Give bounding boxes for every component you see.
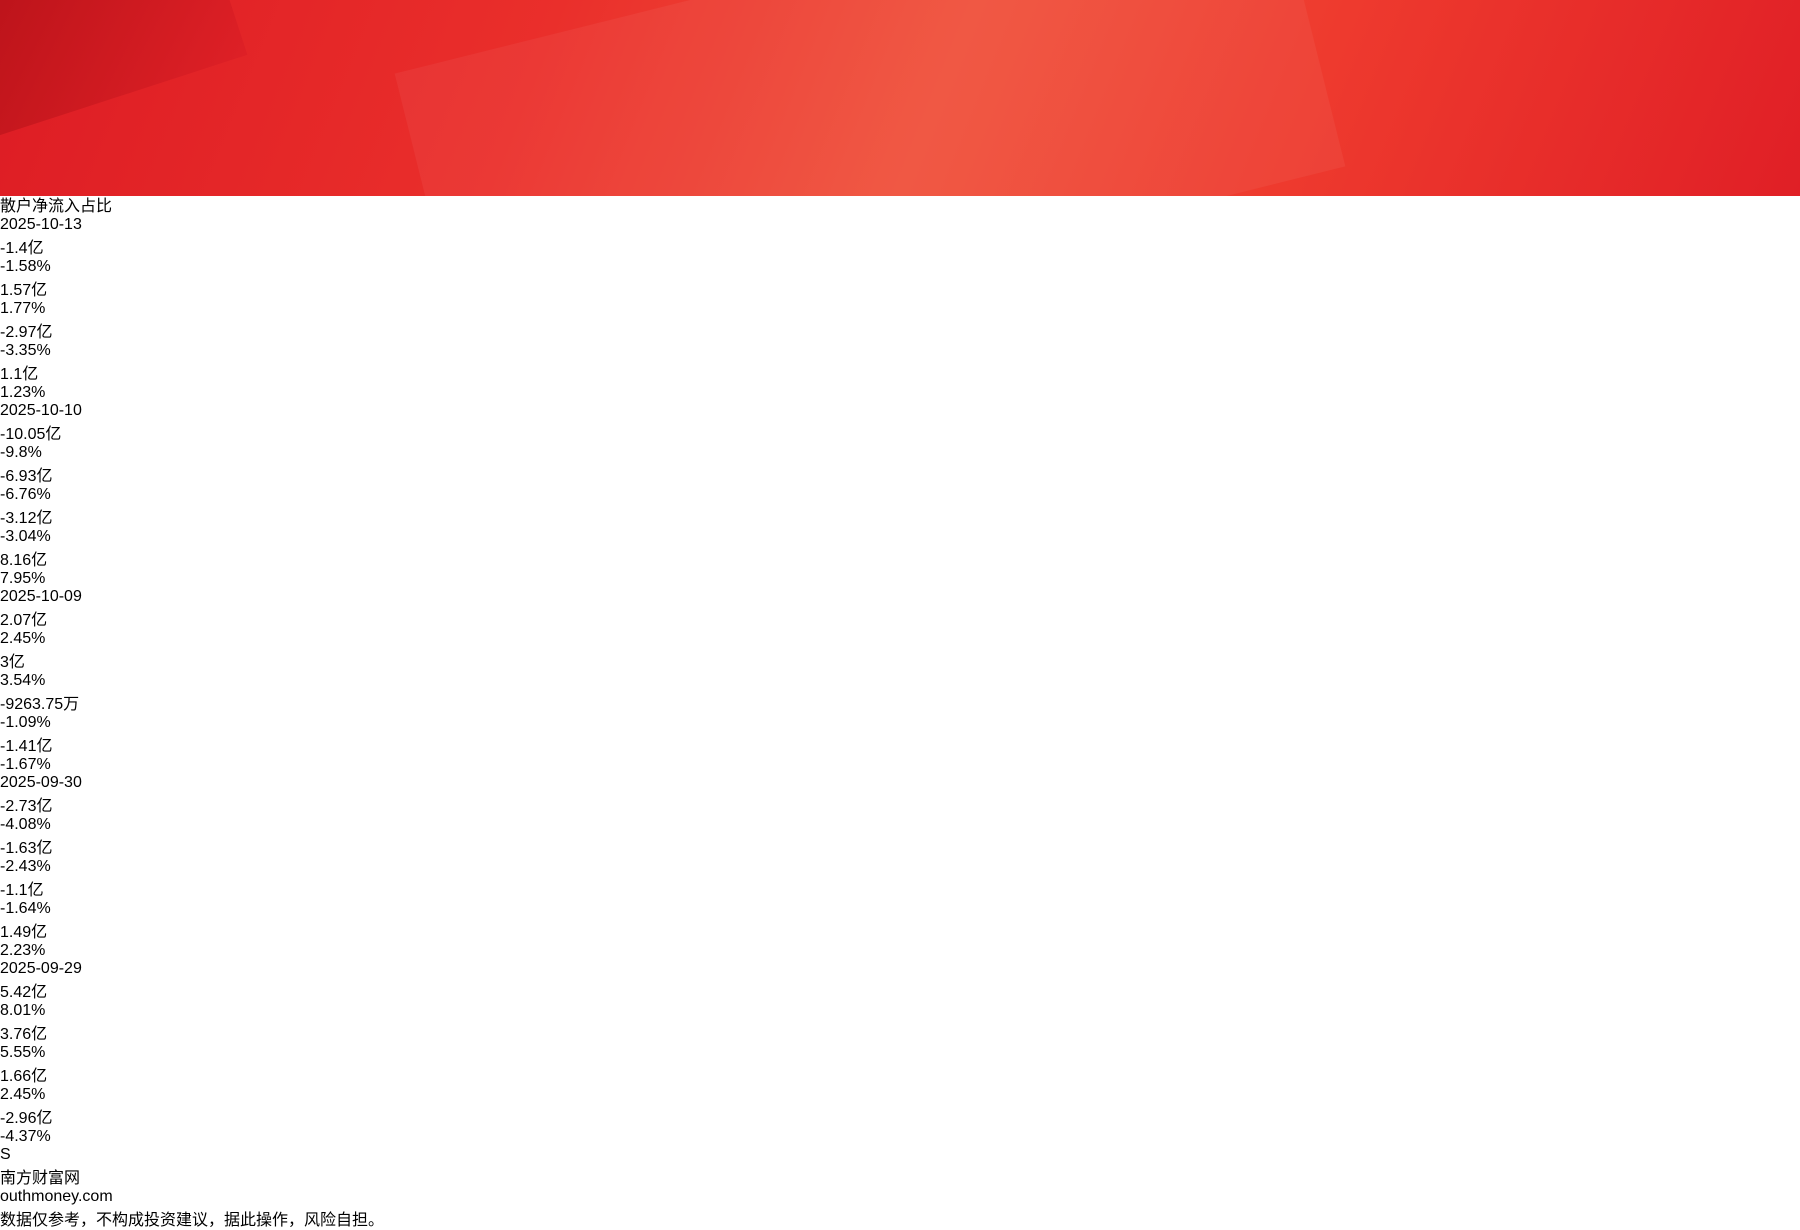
value-cell: 1.23% [0, 384, 46, 401]
value-cell: -2.97亿 [0, 324, 53, 341]
value-cell: 3亿 [0, 654, 25, 671]
value-cell: 2.45% [0, 1086, 46, 1103]
value-cell: 8.01% [0, 1002, 46, 1019]
value-cell: -1.63亿 [0, 840, 53, 857]
value-cell: 5.55% [0, 1044, 46, 1061]
value-cell: -1.1亿 [0, 882, 44, 899]
date-cell: 2025-09-30 [0, 774, 82, 791]
table-row: 2025-10-09 2.07亿 2.45% 3亿 3.54% -9263.75万 -1.0… [0, 588, 1800, 774]
value-cell: -4.08% [0, 816, 51, 833]
value-cell: 3.76亿 [0, 1026, 48, 1043]
value-cell: 2.23% [0, 942, 46, 959]
value-cell: 7.95% [0, 570, 46, 587]
value-cell: -1.64% [0, 900, 51, 917]
value-cell: 1.66亿 [0, 1068, 48, 1085]
value-cell: -1.09% [0, 714, 51, 731]
value-cell: 2.07亿 [0, 612, 48, 629]
disclaimer-text: 数据仅参考，不构成投资建议，据此操作，风险自担。 [0, 1212, 385, 1229]
value-cell: 1.57亿 [0, 282, 48, 299]
value-cell: -6.93亿 [0, 468, 53, 485]
value-cell: 1.1亿 [0, 366, 39, 383]
date-cell: 2025-10-09 [0, 588, 82, 605]
value-cell: -6.76% [0, 486, 51, 503]
value-cell: -3.12亿 [0, 510, 53, 527]
value-cell: -2.43% [0, 858, 51, 875]
date-cell: 2025-10-10 [0, 402, 82, 419]
table-row: 2025-09-29 5.42亿 8.01% 3.76亿 5.55% 1.66亿 2.45%… [0, 960, 1800, 1146]
value-cell: 2.45% [0, 630, 46, 647]
value-cell: -3.04% [0, 528, 51, 545]
value-cell: 5.42亿 [0, 984, 48, 1001]
value-cell: -4.37% [0, 1128, 51, 1145]
watermark-initial: S [0, 1146, 11, 1163]
watermark-english: outhmoney.com [0, 1188, 113, 1205]
table-row: 2025-10-13 -1.4亿 -1.58% 1.57亿 1.77% -2.97亿 -3.… [0, 216, 1800, 402]
value-cell: -9.8% [0, 444, 42, 461]
table-row: 2025-09-30 -2.73亿 -4.08% -1.63亿 -2.43% -1.1亿 -… [0, 774, 1800, 960]
table-body: 2025-10-13 -1.4亿 -1.58% 1.57亿 1.77% -2.97亿 -3.… [0, 216, 1800, 1146]
header-banner: 赣锋锂业近5日资金流向数据一览 南方财富网概念查询工具整理 [0, 0, 1800, 196]
watermark-chinese: 南方财富网 [0, 1170, 81, 1187]
value-cell: -1.4亿 [0, 240, 44, 257]
date-cell: 2025-10-13 [0, 216, 82, 233]
value-cell: -9263.75万 [0, 696, 80, 713]
value-cell: -10.05亿 [0, 426, 62, 443]
value-cell: -2.73亿 [0, 798, 53, 815]
value-cell: -1.58% [0, 258, 51, 275]
watermark: S 南方财富网 outhmoney.com [0, 1146, 1800, 1206]
value-cell: -1.41亿 [0, 738, 53, 755]
value-cell: -2.96亿 [0, 1110, 53, 1127]
value-cell: 1.77% [0, 300, 46, 317]
value-cell: -3.35% [0, 342, 51, 359]
column-header: 散户净流入占比 [0, 198, 113, 215]
value-cell: 3.54% [0, 672, 46, 689]
value-cell: 1.49亿 [0, 924, 48, 941]
value-cell: 8.16亿 [0, 552, 48, 569]
table-row: 2025-10-10 -10.05亿 -9.8% -6.93亿 -6.76% -3.12亿… [0, 402, 1800, 588]
date-cell: 2025-09-29 [0, 960, 82, 977]
value-cell: -1.67% [0, 756, 51, 773]
